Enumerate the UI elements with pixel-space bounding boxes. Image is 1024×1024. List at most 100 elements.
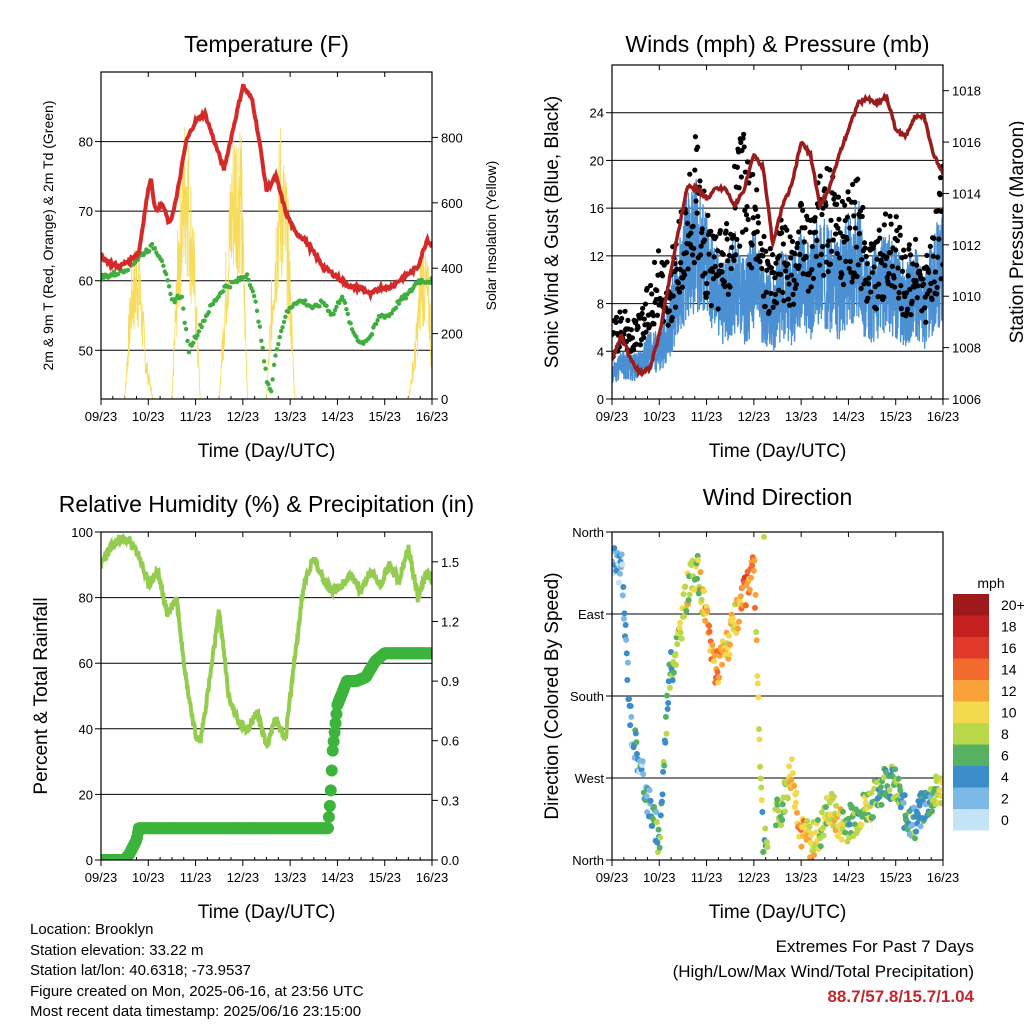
gust-point [832,231,839,237]
direction-point [820,832,827,839]
x-tick-label: 11/23 [180,870,212,885]
gust-point [704,290,710,296]
dewpoint-point [254,308,260,314]
gust-point [812,214,818,221]
direction-point [677,619,684,626]
gust-point [781,298,787,304]
legend-swatch [953,723,989,745]
gust-point [858,285,864,292]
gust-point [810,275,817,282]
gust-point [683,250,689,256]
gust-point [690,223,696,229]
direction-point [725,655,732,662]
gust-point [882,262,888,269]
direction-point [682,583,689,590]
direction-point [659,791,666,798]
gust-point [936,236,942,242]
direction-point [672,651,679,658]
plot-area [101,532,432,860]
direction-point [929,808,936,815]
gust-point [742,207,748,214]
y-axis-label: Percent & Total Rainfall [31,597,52,794]
x-tick-label: 09/23 [596,409,629,424]
gust-point [851,213,857,219]
gust-point [932,269,939,275]
direction-point [678,635,685,642]
gust-point [641,334,647,341]
gust-point [736,185,742,191]
gust-point [855,176,861,182]
direction-point [830,822,837,829]
gust-point [881,294,887,300]
direction-point [897,787,904,794]
gust-point [896,289,902,296]
y-tick-label: 4 [597,344,604,359]
dewpoint-point [266,381,271,387]
legend-swatch [953,766,989,788]
direction-point [757,775,764,782]
x-tick-label: 13/23 [785,409,818,424]
gust-point [678,260,684,266]
direction-point [751,557,758,564]
gust-point [828,248,835,254]
gust-point [849,279,855,285]
gust-point [875,294,881,300]
gust-point [745,216,751,223]
station-location: Location: Brooklyn [30,921,154,938]
gust-point [803,254,809,261]
dewpoint-point [396,301,402,306]
gust-point [871,264,877,270]
dewpoint-point [202,318,207,323]
direction-point [939,777,943,784]
direction-point [697,569,704,576]
dewpoint-point [354,334,359,340]
dewpoint-point [403,296,409,301]
y2-tick-label: 0.6 [441,734,459,749]
y2-tick-label: 1006 [952,392,981,407]
gust-point [785,296,792,302]
direction-point [790,769,797,776]
direction-point [662,713,669,720]
gust-point [755,220,761,226]
direction-point [779,801,786,808]
direction-point [677,629,684,636]
gust-point [899,268,906,274]
plot-frame [100,71,433,400]
dewpoint-point [147,248,152,254]
gust-point [939,208,943,214]
gust-point [780,241,786,247]
gust-point [898,283,904,289]
direction-point [936,786,943,793]
gust-point [798,202,805,208]
direction-point [755,694,762,701]
gust-point [878,260,885,266]
gust-point [693,198,699,204]
precip-point [329,717,342,730]
direction-point [664,692,671,699]
direction-point [779,816,786,823]
dewpoint-point [427,280,432,286]
gust-point [722,283,728,290]
gust-point [633,341,639,347]
gust-point [701,237,708,243]
x-tick-label: 16/23 [927,409,960,424]
legend-label: 4 [1001,769,1009,785]
legend-swatch [953,809,989,831]
precip-point [327,735,340,748]
gust-point [713,234,719,240]
gust-point [750,215,756,221]
legend-label: 0 [1001,812,1009,828]
gust-point [844,236,850,242]
direction-point [676,625,683,632]
y2-tick-label: 600 [441,196,463,211]
gust-point [757,259,763,265]
gust-point [813,229,819,235]
gust-point [613,314,620,320]
y-tick-label: 50 [79,343,93,358]
direction-point [657,834,664,841]
dewpoint-point [199,324,204,330]
x-axis-label: Time (Day/UTC) [709,441,847,462]
gust-point [741,144,747,150]
gust-point [796,263,802,269]
station-elevation: Station elevation: 33.22 m [30,941,204,959]
